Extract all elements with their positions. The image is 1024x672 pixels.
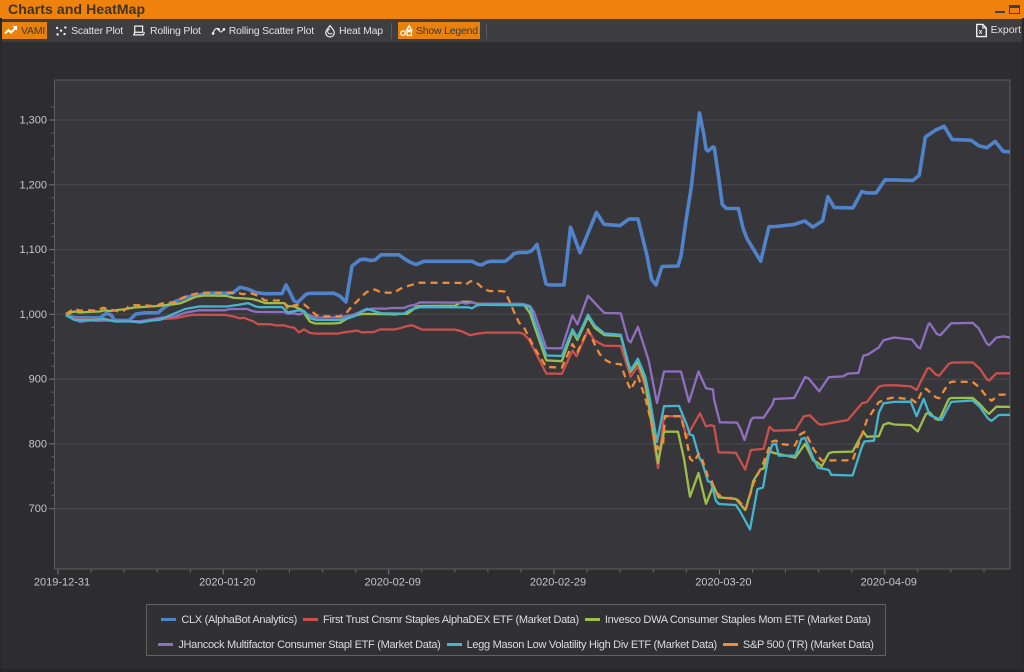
svg-text:x: x [978,28,982,35]
svg-text:2020-02-09: 2020-02-09 [365,577,421,589]
svg-text:1,200: 1,200 [19,179,47,191]
svg-text:700: 700 [29,503,47,515]
svg-text:1,100: 1,100 [19,244,47,256]
svg-text:2020-04-09: 2020-04-09 [861,577,917,589]
svg-text:2020-02-29: 2020-02-29 [530,577,586,589]
svg-text:800: 800 [29,438,47,450]
svg-text:2019-12-31: 2019-12-31 [34,577,90,589]
svg-text:2020-01-20: 2020-01-20 [199,577,255,589]
svg-text:1,300: 1,300 [19,115,47,127]
svg-text:900: 900 [29,374,47,386]
svg-text:2020-03-20: 2020-03-20 [695,577,751,589]
svg-text:1,000: 1,000 [19,309,47,321]
